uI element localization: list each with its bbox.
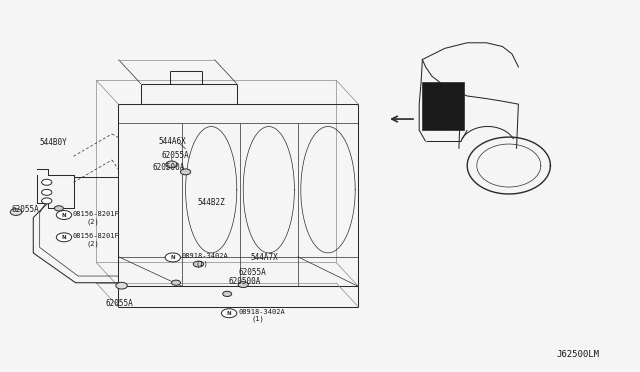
Text: (1): (1) [195, 260, 208, 267]
Circle shape [166, 161, 177, 168]
Text: 544A6X: 544A6X [159, 137, 186, 146]
Text: 620500A: 620500A [152, 163, 185, 172]
Circle shape [180, 169, 191, 175]
Text: N: N [227, 311, 232, 316]
Circle shape [238, 282, 248, 288]
Text: N: N [170, 255, 175, 260]
Circle shape [42, 179, 52, 185]
Circle shape [193, 261, 204, 267]
Text: 08156-8201F: 08156-8201F [72, 211, 119, 217]
Text: N: N [61, 235, 67, 240]
Text: 08918-3402A: 08918-3402A [181, 253, 228, 259]
Text: 08918-3402A: 08918-3402A [238, 309, 285, 315]
Text: 08156-8201F: 08156-8201F [72, 233, 119, 239]
Circle shape [10, 209, 22, 215]
Bar [422, 82, 464, 130]
Text: (2): (2) [86, 218, 99, 225]
Text: (1): (1) [252, 316, 264, 323]
Text: 62055A: 62055A [12, 205, 39, 214]
Circle shape [54, 206, 63, 211]
Text: 62055A: 62055A [238, 268, 266, 277]
Text: 544B0Y: 544B0Y [40, 138, 67, 147]
Circle shape [172, 280, 180, 285]
Text: (2): (2) [86, 240, 99, 247]
Text: J62500LM: J62500LM [557, 350, 600, 359]
Circle shape [165, 253, 180, 262]
Circle shape [56, 211, 72, 219]
Circle shape [116, 282, 127, 289]
Circle shape [42, 189, 52, 195]
Circle shape [42, 198, 52, 204]
Text: 544A7X: 544A7X [251, 253, 278, 262]
Text: 620500A: 620500A [228, 278, 261, 286]
Circle shape [223, 291, 232, 296]
Text: N: N [61, 212, 67, 218]
Text: 544B2Z: 544B2Z [197, 198, 225, 207]
Circle shape [56, 233, 72, 242]
Circle shape [221, 309, 237, 318]
Text: 62055A: 62055A [162, 151, 189, 160]
Text: 62055A: 62055A [106, 299, 133, 308]
